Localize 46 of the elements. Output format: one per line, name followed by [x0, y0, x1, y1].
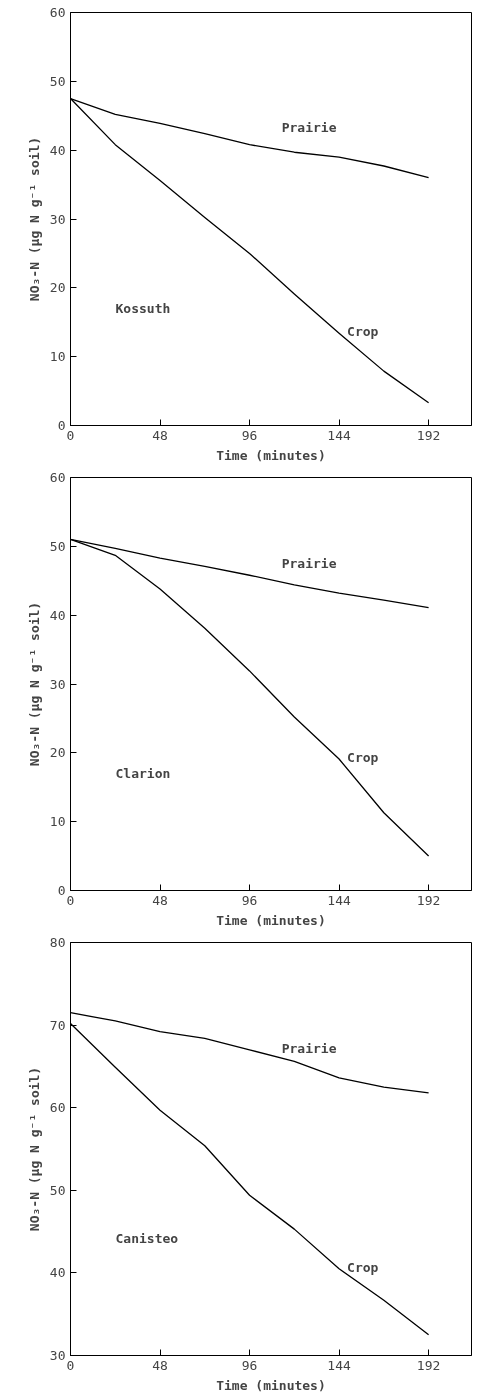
- y-tick-label: 30: [49, 211, 66, 227]
- y-axis-title: NO₃-N (μg N g⁻¹ soil): [26, 136, 42, 302]
- y-tick-label: 50: [49, 1182, 66, 1198]
- x-axis-title: Time (minutes): [216, 912, 326, 928]
- line-series: [70, 1012, 430, 1094]
- y-tick-label: 60: [49, 5, 66, 20]
- y-tick-label: 40: [49, 142, 66, 158]
- x-axis-title: Time (minutes): [216, 447, 326, 463]
- text: Clarion: [115, 765, 171, 781]
- series-label: Crop: [347, 1259, 379, 1275]
- y-tick-label: 10: [49, 814, 66, 830]
- y-tick-label: 40: [49, 607, 66, 623]
- series-label: Prairie: [281, 556, 337, 572]
- y-axis-title: NO₃-N (μg N g⁻¹ soil): [26, 1066, 42, 1232]
- series-label: Crop: [347, 324, 379, 340]
- y-tick-label: 50: [49, 73, 66, 89]
- series-label: Prairie: [281, 120, 337, 136]
- y-tick-label: 10: [49, 349, 66, 365]
- x-tick-label: 96: [241, 427, 258, 443]
- series-label: Crop: [347, 750, 379, 766]
- x-tick-label: 96: [241, 892, 258, 908]
- y-tick-label: 30: [49, 676, 66, 692]
- x-tick-label: 144: [327, 427, 351, 443]
- y-tick-label: 30: [49, 1348, 66, 1363]
- y-tick-label: 60: [49, 1100, 66, 1116]
- x-tick-label: 48: [152, 892, 168, 908]
- x-axis-title: Time (minutes): [216, 1377, 326, 1393]
- x-tick-label: 144: [327, 892, 351, 908]
- series-label: Prairie: [281, 1040, 337, 1056]
- x-tick-label: 192: [416, 1357, 441, 1373]
- x-tick-label: 48: [152, 1357, 168, 1373]
- x-tick-label: 192: [416, 427, 441, 443]
- y-tick-label: 80: [49, 935, 66, 950]
- x-tick-label: 192: [416, 892, 441, 908]
- y-tick-label: 20: [49, 280, 66, 296]
- y-tick-label: 40: [49, 1265, 66, 1281]
- y-axis-title: NO₃-N (μg N g⁻¹ soil): [26, 601, 42, 767]
- y-tick-label: 50: [49, 538, 66, 554]
- y-tick-label: 60: [49, 470, 66, 485]
- y-tick-label: 20: [49, 745, 66, 761]
- x-tick-label: 48: [152, 427, 168, 443]
- x-tick-label: 96: [241, 1357, 258, 1373]
- y-tick-label: 70: [49, 1017, 66, 1033]
- x-tick-label: 144: [327, 1357, 351, 1373]
- text: Kossuth: [115, 300, 171, 316]
- text: Canisteo: [115, 1230, 179, 1246]
